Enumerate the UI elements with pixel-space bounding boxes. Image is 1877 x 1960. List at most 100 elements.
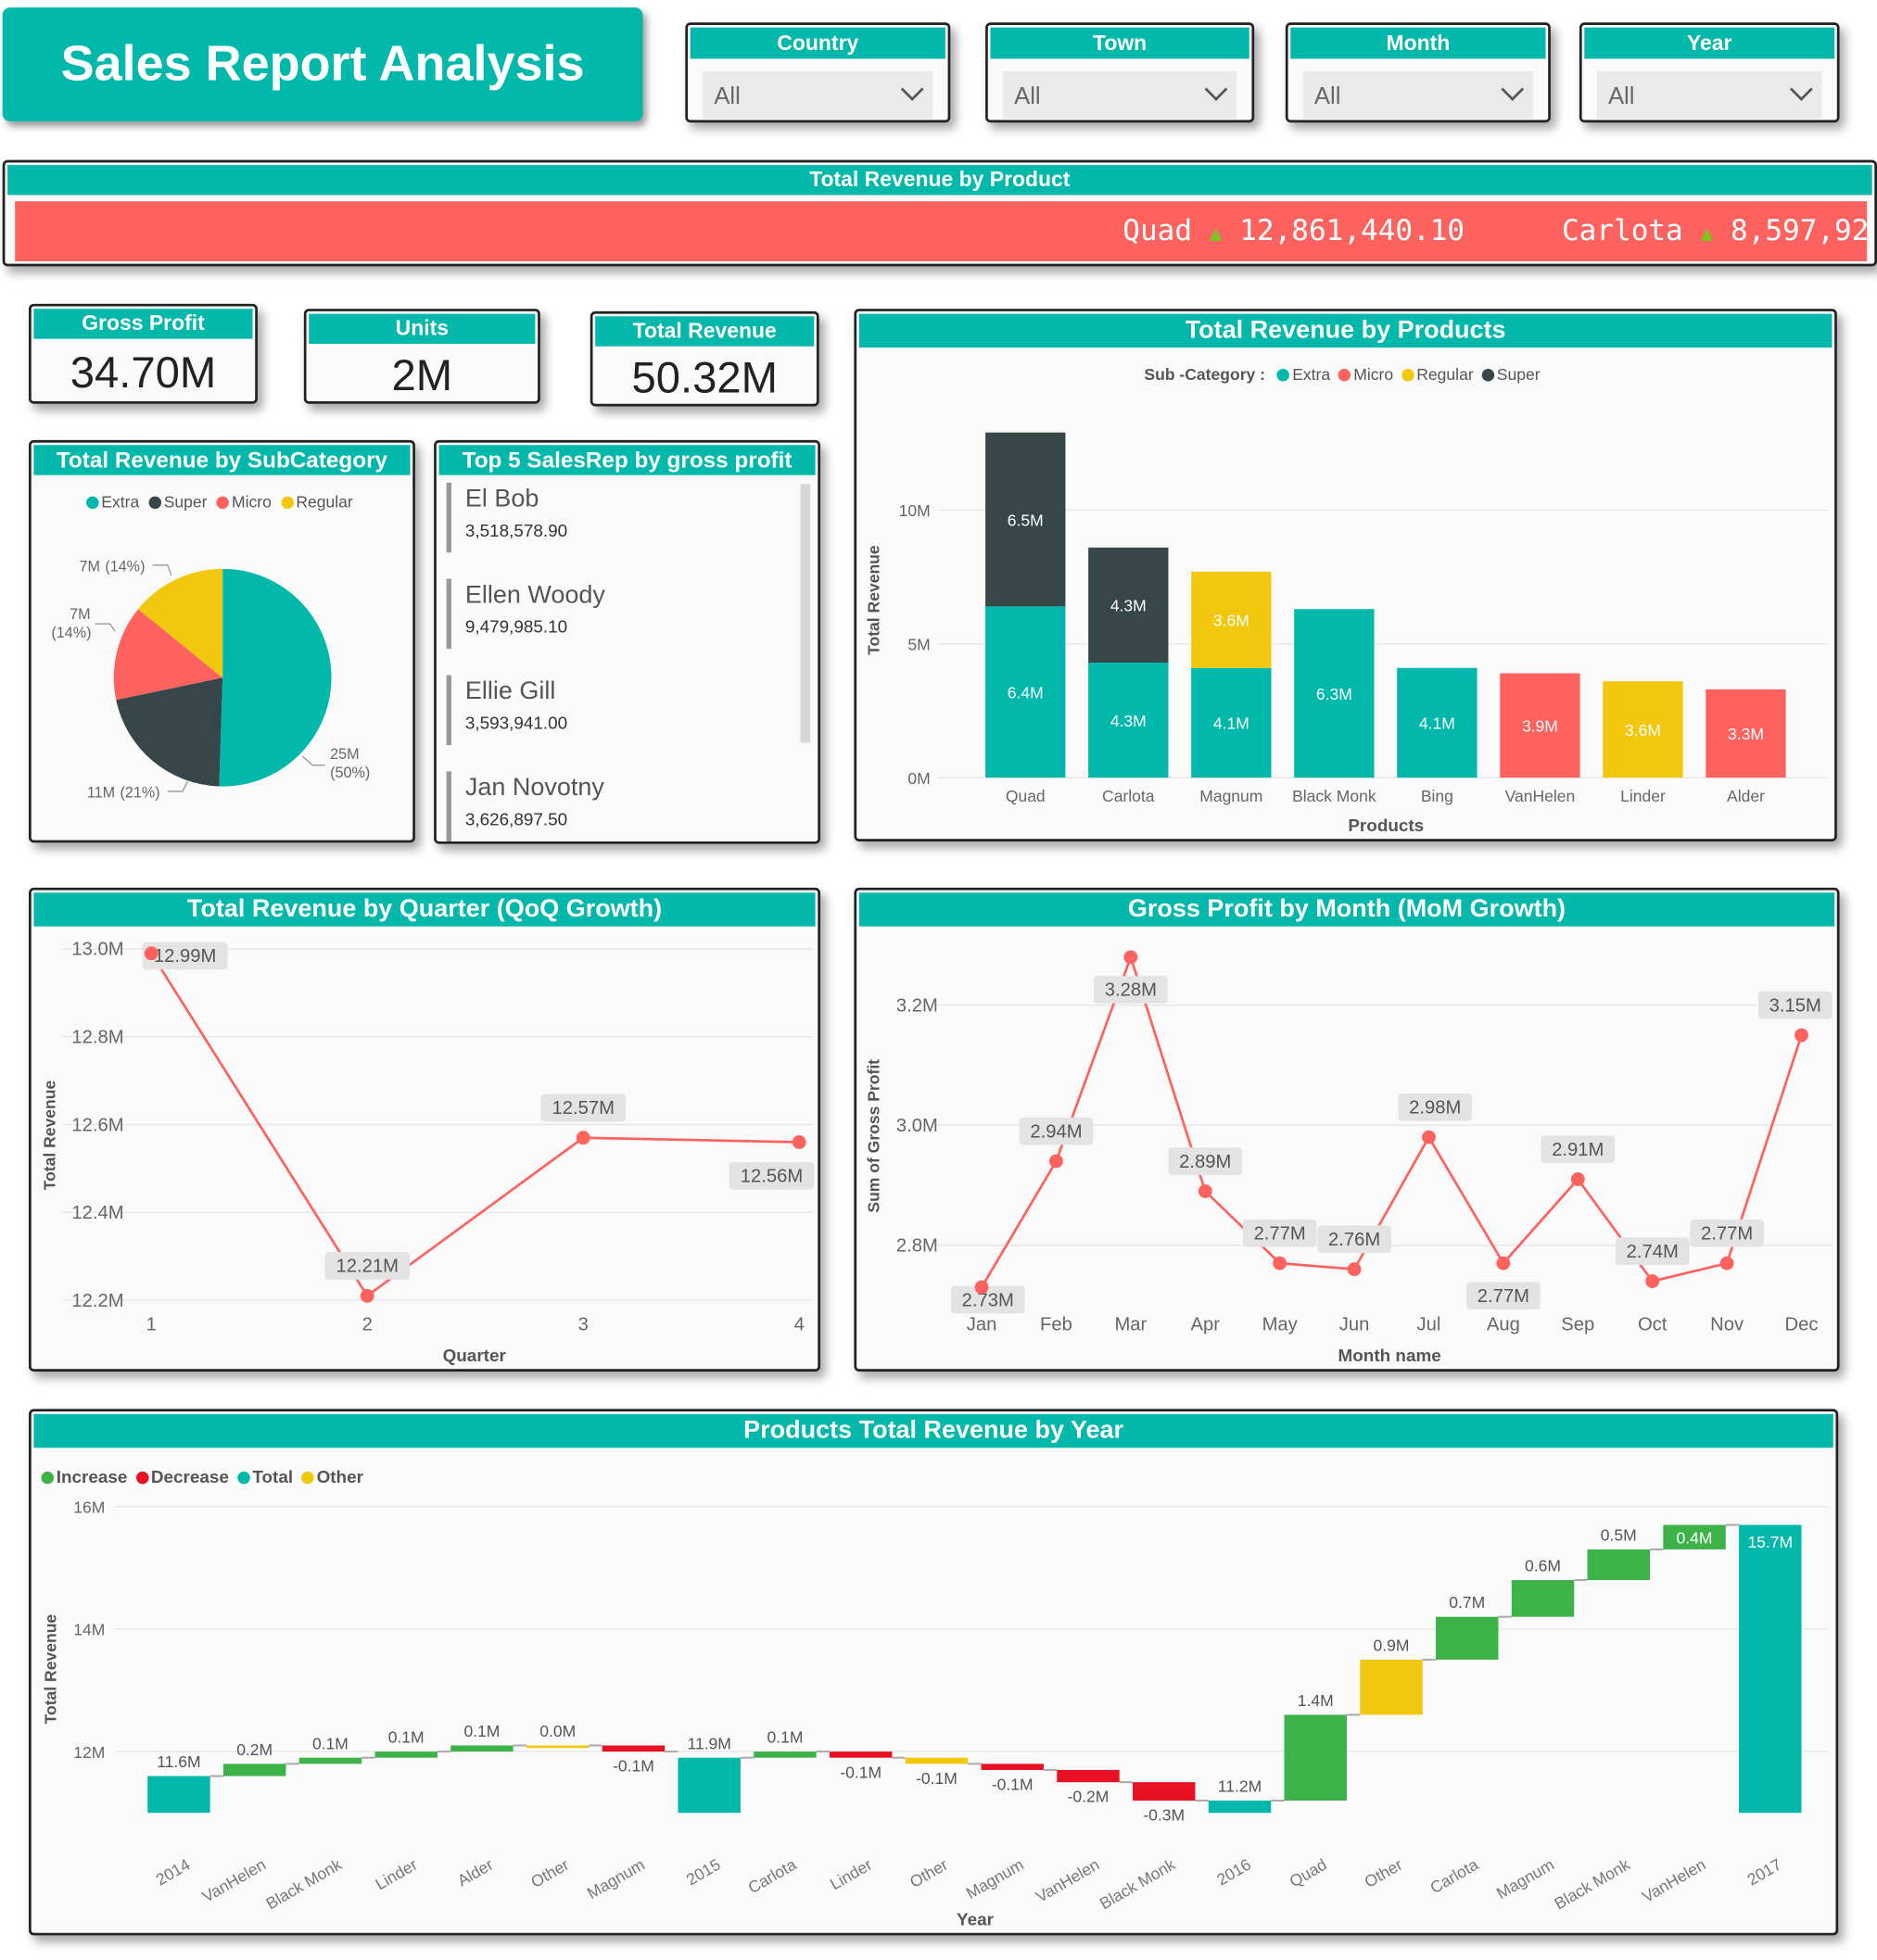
waterfall-bar[interactable]: [1739, 1524, 1802, 1814]
chart-title: Total Revenue by SubCategory: [33, 445, 411, 475]
waterfall-bar[interactable]: [1133, 1782, 1196, 1801]
pie-label: (14%): [105, 559, 145, 575]
legend-label[interactable]: Micro: [1353, 364, 1394, 385]
waterfall-bar[interactable]: [1511, 1579, 1575, 1617]
bar-segment[interactable]: [1191, 571, 1272, 668]
data-point[interactable]: [1645, 1274, 1660, 1288]
data-label: 11.2M: [1218, 1777, 1262, 1796]
salesrep-item[interactable]: Ellie Gill 3,593,941.00: [446, 675, 567, 746]
salesrep-name: Jan Novotny: [464, 774, 604, 802]
ticker-bar: Quad ▲ 12,861,440.10 Carlota ▲ 8,597,926…: [15, 201, 1868, 261]
data-point[interactable]: [1496, 1256, 1511, 1271]
y-tick-label: 12M: [73, 1743, 105, 1762]
bar-segment[interactable]: [985, 432, 1066, 607]
pie-slice[interactable]: [116, 677, 223, 787]
waterfall-bar[interactable]: [678, 1757, 741, 1814]
bar-segment[interactable]: [1397, 667, 1478, 778]
y-tick-label: 14M: [73, 1621, 105, 1639]
town-dropdown[interactable]: All: [1002, 70, 1237, 120]
bar-segment[interactable]: [1088, 662, 1169, 778]
data-point[interactable]: [576, 1131, 590, 1145]
waterfall-bar[interactable]: [754, 1751, 817, 1758]
legend-label[interactable]: Other: [316, 1466, 363, 1487]
pie-slice[interactable]: [219, 568, 332, 787]
data-point[interactable]: [1422, 1130, 1436, 1144]
waterfall-bar[interactable]: [1057, 1769, 1120, 1783]
waterfall-bar[interactable]: [1284, 1714, 1347, 1801]
waterfall-bar[interactable]: [298, 1757, 362, 1764]
data-point[interactable]: [792, 1135, 806, 1149]
waterfall-bar[interactable]: [1436, 1616, 1499, 1660]
data-label: 0.7M: [1449, 1593, 1485, 1612]
waterfall-bar[interactable]: [1360, 1659, 1423, 1715]
legend-label[interactable]: Decrease: [150, 1466, 229, 1487]
scrollbar[interactable]: [800, 484, 811, 743]
pie-slice[interactable]: [113, 609, 223, 701]
data-point[interactable]: [974, 1280, 989, 1295]
slicer-town: Town All: [985, 22, 1255, 123]
bar-segment[interactable]: [1706, 689, 1786, 778]
x-tick-label: 1: [146, 1314, 157, 1334]
bar-segment[interactable]: [985, 606, 1066, 778]
legend-label[interactable]: Total: [252, 1466, 294, 1487]
waterfall-bar[interactable]: [1663, 1524, 1726, 1549]
y-tick-label: 12.2M: [71, 1291, 123, 1311]
data-point[interactable]: [144, 946, 159, 961]
waterfall-bar[interactable]: [1587, 1549, 1651, 1580]
month-dropdown[interactable]: All: [1302, 70, 1533, 120]
data-point[interactable]: [1123, 950, 1138, 965]
waterfall-bar[interactable]: [829, 1751, 893, 1758]
waterfall-bar[interactable]: [1208, 1800, 1272, 1814]
up-arrow-icon: ▲: [1700, 221, 1714, 247]
salesrep-item[interactable]: Jan Novotny 3,626,897.50: [446, 771, 604, 841]
bar-segment[interactable]: [1603, 681, 1683, 778]
salesrep-item[interactable]: Ellen Woody 9,479,985.10: [446, 578, 605, 650]
data-point[interactable]: [1570, 1172, 1585, 1186]
year-dropdown[interactable]: All: [1596, 70, 1822, 120]
legend-label[interactable]: Extra: [1292, 364, 1331, 385]
data-point[interactable]: [1795, 1028, 1808, 1043]
legend-label[interactable]: Extra: [101, 492, 140, 512]
waterfall-bar[interactable]: [526, 1745, 590, 1749]
legend-label[interactable]: Increase: [56, 1466, 128, 1487]
waterfall-bar[interactable]: [450, 1745, 514, 1752]
data-label: 3.6M: [1213, 612, 1249, 630]
y-tick-label: 12.4M: [71, 1203, 123, 1223]
data-point[interactable]: [1273, 1256, 1287, 1271]
ticker-item[interactable]: Carlota ▲ 8,597,926.2: [1562, 215, 1867, 247]
data-point[interactable]: [1049, 1154, 1063, 1169]
waterfall-bar[interactable]: [905, 1757, 969, 1764]
legend-label[interactable]: Regular: [296, 492, 353, 512]
legend-label[interactable]: Micro: [231, 492, 272, 512]
bar-segment[interactable]: [1294, 609, 1375, 778]
x-tick-label: Nov: [1710, 1314, 1744, 1334]
data-label-box: [1094, 976, 1168, 1004]
legend-label[interactable]: Super: [163, 492, 208, 512]
data-point[interactable]: [1198, 1184, 1212, 1198]
legend-dot: [1277, 368, 1290, 382]
data-point[interactable]: [1347, 1262, 1362, 1277]
legend-label[interactable]: Regular: [1416, 364, 1474, 385]
data-point[interactable]: [1719, 1256, 1734, 1271]
kpi-label: Total Revenue: [595, 316, 815, 347]
slicer-label: Town: [990, 27, 1249, 59]
waterfall-bar[interactable]: [147, 1776, 210, 1814]
country-dropdown[interactable]: All: [703, 70, 933, 120]
waterfall-bar[interactable]: [222, 1764, 286, 1777]
waterfall-bar[interactable]: [374, 1751, 438, 1758]
pie-slice[interactable]: [138, 568, 223, 678]
top-salesrep-card: Top 5 SalesRep by gross profit El Bob 3,5…: [434, 439, 821, 844]
waterfall-bar[interactable]: [602, 1745, 666, 1752]
data-label: 3.15M: [1769, 995, 1821, 1016]
bar-segment[interactable]: [1088, 547, 1169, 663]
legend-label[interactable]: Super: [1496, 364, 1541, 385]
x-tick-label: Apr: [1191, 1314, 1221, 1334]
ticker-item[interactable]: Quad ▲ 12,861,440.10: [1122, 215, 1482, 247]
waterfall-bar[interactable]: [981, 1764, 1044, 1770]
chart-title: Gross Profit by Month (MoM Growth): [858, 892, 1835, 927]
salesrep-item[interactable]: El Bob 3,518,578.90: [446, 482, 567, 553]
bar-segment[interactable]: [1500, 673, 1580, 778]
data-point[interactable]: [360, 1288, 374, 1303]
bar-segment[interactable]: [1191, 667, 1272, 778]
dropdown-value: All: [1313, 83, 1341, 110]
